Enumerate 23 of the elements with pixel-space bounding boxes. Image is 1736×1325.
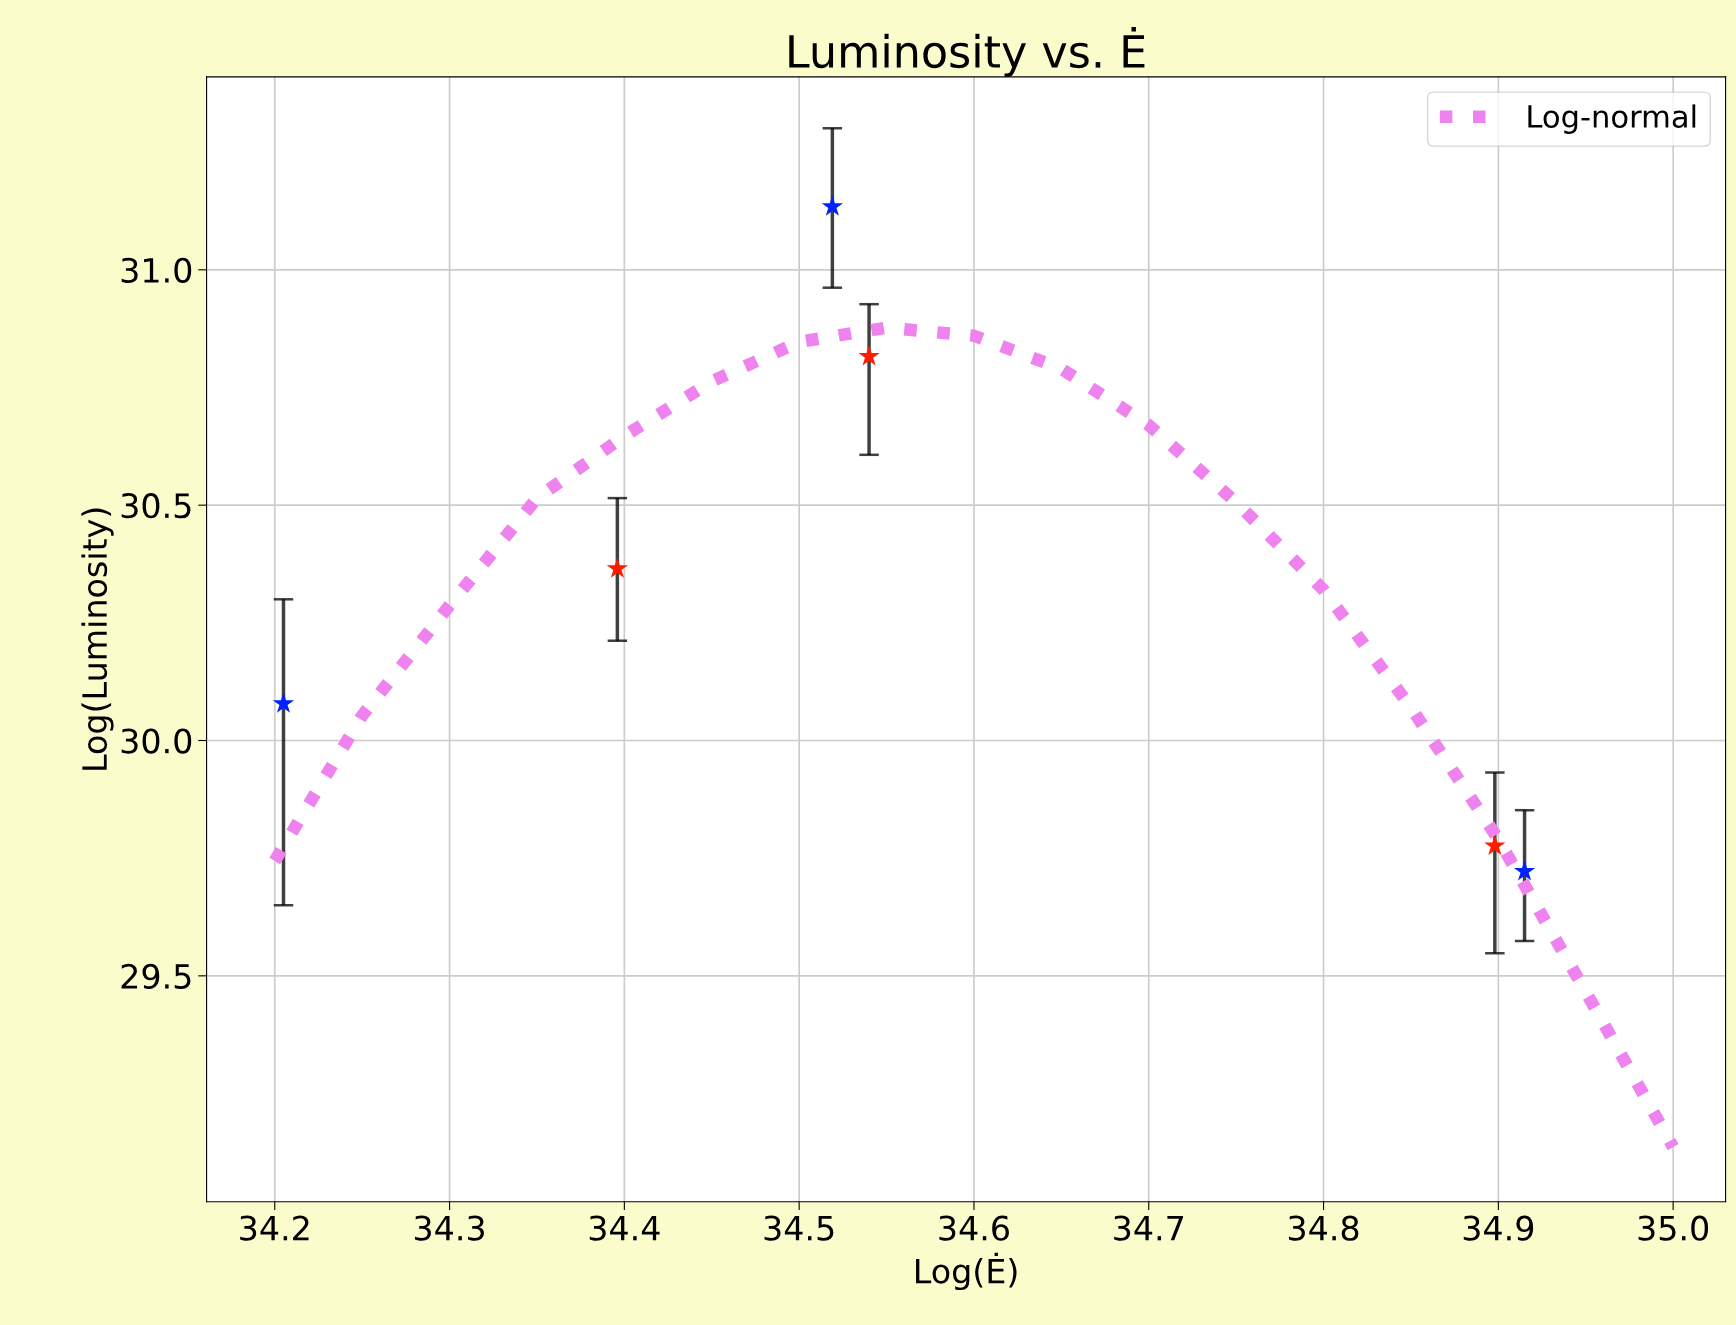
legend-label: Log-normal (1528, 104, 1696, 134)
x-axis-title: Log(Ė) (916, 1252, 1017, 1291)
chart-title: Luminosity vs. Ė (789, 27, 1145, 77)
x-tick-label: 34.9 (1463, 1215, 1534, 1241)
x-tick-label: 34.4 (589, 1215, 660, 1241)
y-axis-title: Log(Luminosity) (81, 508, 114, 770)
point (606, 557, 629, 578)
y-tick-label: 30.5 (121, 493, 191, 519)
point (272, 692, 295, 713)
y-tick-label: 30.0 (121, 728, 192, 754)
x-tick-label: 34.8 (1288, 1215, 1359, 1241)
x-tick-label: 35.0 (1638, 1215, 1709, 1241)
y-tick-label: 29.5 (121, 963, 191, 989)
x-tick-label: 34.3 (414, 1215, 484, 1241)
point (1513, 860, 1536, 881)
x-tick-label: 34.6 (939, 1215, 1009, 1241)
point (858, 345, 880, 366)
x-tick-label: 34.2 (240, 1215, 309, 1241)
point (821, 195, 844, 216)
point (1484, 834, 1506, 855)
y-tick-label: 31.0 (121, 257, 192, 283)
x-tick-label: 34.5 (764, 1215, 834, 1241)
x-tick-label: 34.7 (1114, 1215, 1184, 1241)
